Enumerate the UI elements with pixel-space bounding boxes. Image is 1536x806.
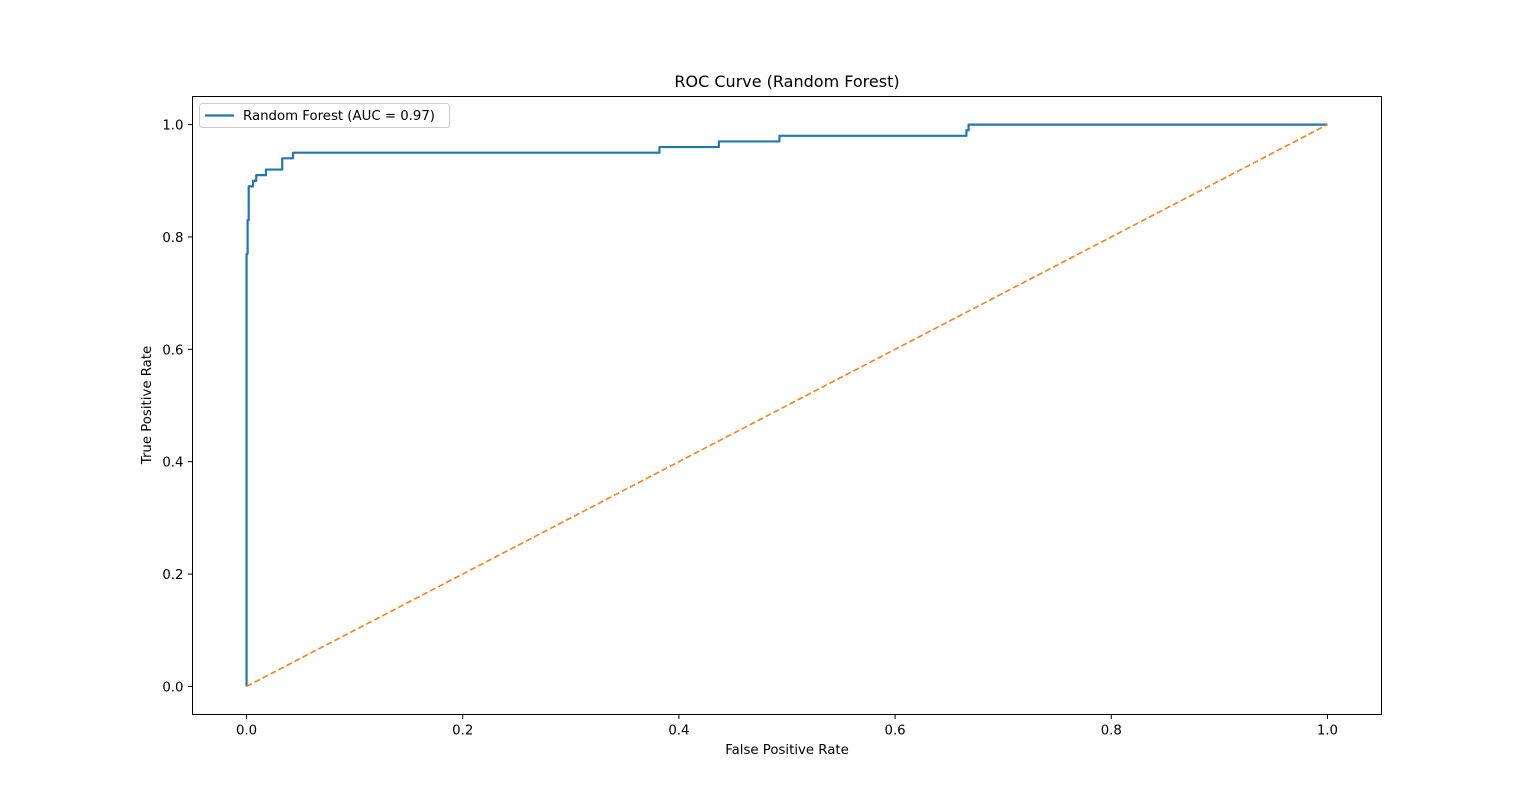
y-tick-label: 0.8 [162, 231, 183, 246]
chart-title: ROC Curve (Random Forest) [674, 72, 899, 91]
y-axis: 0.0 0.2 0.4 0.6 0.8 1.0 [162, 119, 193, 695]
y-tick-label: 0.6 [162, 343, 183, 358]
y-tick-label: 0.0 [162, 680, 183, 695]
legend-box [199, 103, 450, 128]
chance-diagonal-line [246, 123, 1328, 688]
y-tick-label: 1.0 [162, 119, 183, 134]
legend-label-random-forest: Random Forest (AUC = 0.97) [243, 109, 435, 124]
roc-curve-line [245, 123, 1328, 687]
axes-frame [192, 96, 1382, 715]
x-tick-label: 0.6 [885, 724, 906, 739]
x-tick-label: 0.0 [236, 724, 257, 739]
y-axis-label: True Positive Rate [140, 346, 155, 465]
x-axis: 0.0 0.2 0.4 0.6 0.8 1.0 [236, 714, 1338, 739]
x-axis-label: False Positive Rate [725, 743, 849, 758]
legend: Random Forest (AUC = 0.97) [199, 103, 450, 128]
x-tick-label: 0.8 [1101, 724, 1122, 739]
y-tick-label: 0.4 [162, 456, 183, 471]
y-tick-label: 0.2 [162, 568, 183, 583]
x-tick-label: 0.4 [668, 724, 689, 739]
x-tick-label: 1.0 [1317, 724, 1338, 739]
x-tick-label: 0.2 [452, 724, 473, 739]
plot-area [245, 123, 1328, 688]
